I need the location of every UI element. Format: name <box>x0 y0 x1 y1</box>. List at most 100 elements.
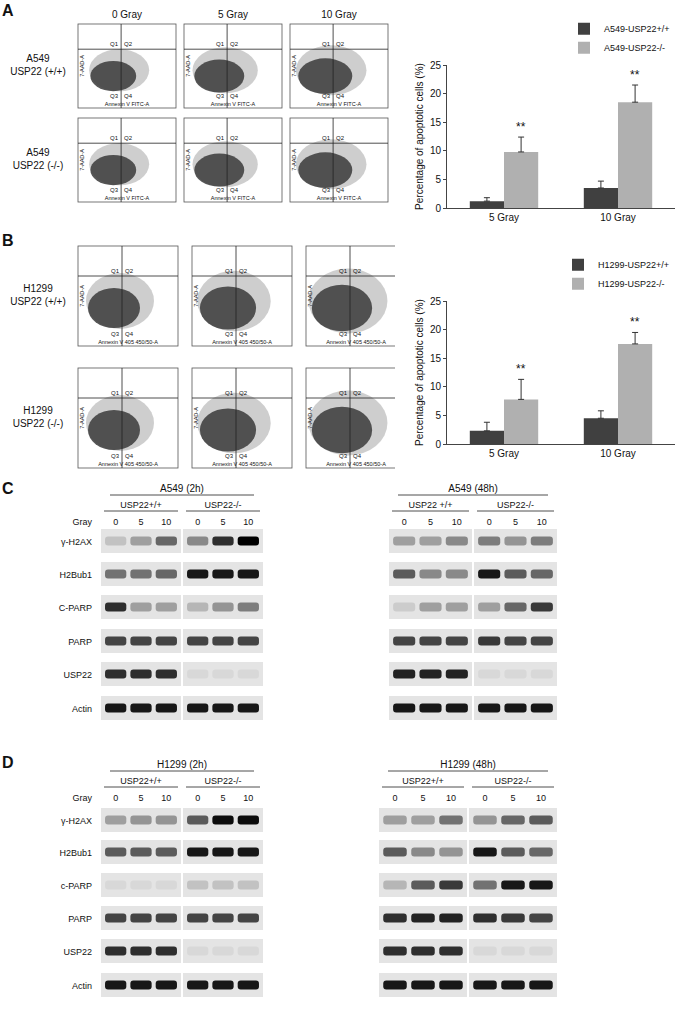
svg-text:10: 10 <box>243 793 253 803</box>
svg-text:USP22-/-: USP22-/- <box>494 776 531 786</box>
svg-text:**: ** <box>516 362 526 376</box>
svg-text:Q2: Q2 <box>124 135 133 141</box>
svg-text:A549-USP22-/-: A549-USP22-/- <box>604 43 665 53</box>
svg-text:Q4: Q4 <box>336 187 345 193</box>
svg-text:5 Gray: 5 Gray <box>489 212 519 223</box>
svg-text:A549 (2h): A549 (2h) <box>160 483 204 494</box>
svg-text:c-PARP: c-PARP <box>61 881 92 891</box>
svg-text:H1299 (2h): H1299 (2h) <box>157 759 207 770</box>
svg-text:Annexin V 405 450/50-A: Annexin V 405 450/50-A <box>98 339 158 345</box>
svg-text:Q3: Q3 <box>225 331 234 337</box>
svg-text:5: 5 <box>220 517 225 527</box>
svg-text:Q4: Q4 <box>125 331 134 337</box>
svg-text:D: D <box>2 754 14 771</box>
svg-text:PARP: PARP <box>68 914 92 924</box>
svg-text:USP22 (-/-): USP22 (-/-) <box>13 160 64 171</box>
svg-text:20: 20 <box>430 88 442 99</box>
svg-text:Q3: Q3 <box>110 187 119 193</box>
svg-text:Q2: Q2 <box>239 390 248 396</box>
svg-text:H1299: H1299 <box>23 405 53 416</box>
svg-text:Q1: Q1 <box>339 268 348 274</box>
svg-text:10: 10 <box>446 793 456 803</box>
svg-text:7-AAD-A: 7-AAD-A <box>291 55 297 77</box>
svg-text:5 Gray: 5 Gray <box>218 9 248 20</box>
svg-text:Q2: Q2 <box>239 268 248 274</box>
svg-text:Annexin V 405 450/50-A: Annexin V 405 450/50-A <box>212 461 272 467</box>
svg-text:7-AAD-A: 7-AAD-A <box>185 149 191 171</box>
svg-text:USP22 +/+: USP22 +/+ <box>408 500 452 510</box>
svg-text:A549-USP22+/+: A549-USP22+/+ <box>604 24 670 34</box>
svg-text:Q1: Q1 <box>110 41 119 47</box>
svg-text:10 Gray: 10 Gray <box>321 9 357 20</box>
svg-text:10: 10 <box>452 517 462 527</box>
svg-text:H1299: H1299 <box>23 283 53 294</box>
svg-text:7-AAD-A: 7-AAD-A <box>291 149 297 171</box>
svg-text:0: 0 <box>113 793 118 803</box>
svg-text:Annexin V FITC-A: Annexin V FITC-A <box>317 195 362 201</box>
svg-text:5: 5 <box>435 410 441 421</box>
svg-text:Q2: Q2 <box>353 390 362 396</box>
svg-text:7-AAD-A: 7-AAD-A <box>307 407 313 429</box>
svg-text:Annexin V FITC-A: Annexin V FITC-A <box>105 195 150 201</box>
svg-text:USP22-/-: USP22-/- <box>497 500 534 510</box>
svg-text:0: 0 <box>195 517 200 527</box>
svg-text:0: 0 <box>435 203 441 214</box>
svg-text:7-AAD-A: 7-AAD-A <box>79 407 85 429</box>
svg-text:5: 5 <box>138 517 143 527</box>
svg-text:H1299-USP22+/+: H1299-USP22+/+ <box>598 260 669 270</box>
svg-text:Q3: Q3 <box>225 453 234 459</box>
svg-text:Q2: Q2 <box>125 390 134 396</box>
svg-text:0: 0 <box>482 793 487 803</box>
svg-text:Annexin V FITC-A: Annexin V FITC-A <box>211 195 256 201</box>
svg-text:20: 20 <box>430 324 442 335</box>
svg-text:H2Bub1: H2Bub1 <box>59 570 92 580</box>
svg-text:10 Gray: 10 Gray <box>600 212 636 223</box>
svg-text:Q4: Q4 <box>239 331 248 337</box>
svg-text:A549: A549 <box>26 53 50 64</box>
svg-text:USP22-/-: USP22-/- <box>204 776 241 786</box>
svg-text:USP22+/+: USP22+/+ <box>402 776 444 786</box>
svg-text:Q3: Q3 <box>322 187 331 193</box>
svg-text:10: 10 <box>430 145 442 156</box>
svg-text:5: 5 <box>428 517 433 527</box>
svg-text:Annexin V 405 450/50-A: Annexin V 405 450/50-A <box>98 461 158 467</box>
svg-text:Q2: Q2 <box>230 41 239 47</box>
svg-text:Annexin V 405 450/50-A: Annexin V 405 450/50-A <box>326 461 386 467</box>
svg-text:5: 5 <box>220 793 225 803</box>
svg-text:0: 0 <box>402 517 407 527</box>
svg-text:Q4: Q4 <box>239 453 248 459</box>
svg-text:10: 10 <box>161 793 171 803</box>
svg-text:7-AAD-A: 7-AAD-A <box>79 55 85 77</box>
svg-text:0: 0 <box>392 793 397 803</box>
svg-text:Q1: Q1 <box>111 268 120 274</box>
svg-text:Q3: Q3 <box>216 93 225 99</box>
svg-text:B: B <box>2 232 14 249</box>
svg-text:Q4: Q4 <box>124 187 133 193</box>
svg-text:Q4: Q4 <box>125 453 134 459</box>
svg-text:Gray: Gray <box>72 793 92 803</box>
svg-text:0: 0 <box>487 517 492 527</box>
svg-text:10: 10 <box>161 517 171 527</box>
svg-text:γ-H2AX: γ-H2AX <box>61 816 92 826</box>
svg-text:10: 10 <box>536 793 546 803</box>
svg-text:γ-H2AX: γ-H2AX <box>61 537 92 547</box>
svg-text:Q4: Q4 <box>124 93 133 99</box>
svg-text:Q1: Q1 <box>111 390 120 396</box>
svg-text:7-AAD-A: 7-AAD-A <box>79 285 85 307</box>
svg-text:A549 (48h): A549 (48h) <box>448 483 497 494</box>
svg-text:Q2: Q2 <box>124 41 133 47</box>
svg-text:Q2: Q2 <box>336 135 345 141</box>
svg-text:Annexin V FITC-A: Annexin V FITC-A <box>211 101 256 107</box>
svg-text:Q4: Q4 <box>353 453 362 459</box>
svg-text:Q3: Q3 <box>216 187 225 193</box>
svg-text:Q3: Q3 <box>111 331 120 337</box>
svg-text:Q1: Q1 <box>216 41 225 47</box>
svg-text:7-AAD-A: 7-AAD-A <box>193 407 199 429</box>
svg-text:PARP: PARP <box>68 637 92 647</box>
svg-text:Q1: Q1 <box>322 41 331 47</box>
svg-text:USP22: USP22 <box>63 670 92 680</box>
svg-text:Q1: Q1 <box>110 135 119 141</box>
svg-text:Actin: Actin <box>72 704 92 714</box>
svg-text:Q3: Q3 <box>110 93 119 99</box>
svg-text:Q3: Q3 <box>111 453 120 459</box>
